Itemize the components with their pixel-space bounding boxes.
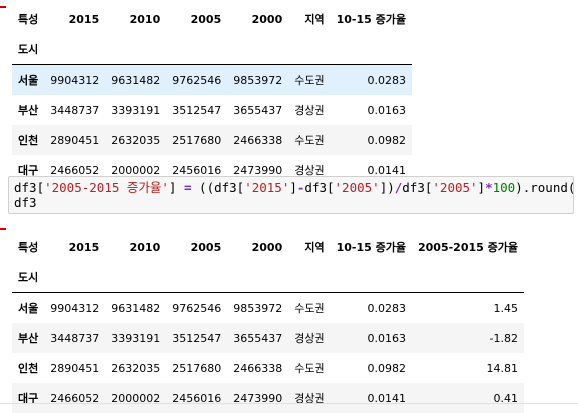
column-header: 10-15 증가율 [336,241,406,254]
cell: -1.82 [489,331,518,345]
cell: 0.0283 [367,301,407,315]
cell: 3448737 [50,331,100,345]
table-row[interactable]: 부산 3448737 3393191 3512547 3655437 경상권 0… [12,323,524,353]
output-marker [0,6,6,8]
output-marker [0,228,6,230]
cell: 수도권 [294,302,325,315]
table-row[interactable]: 대구 2466052 2000002 2456016 2473990 경상권 0… [12,155,412,185]
table-row[interactable]: 대구 2466052 2000002 2456016 2473990 경상권 0… [12,383,524,413]
cell: 2456016 [172,163,222,177]
index-name: 도시 [18,271,39,284]
code-line-1: df3['2005-2015 증가율'] = ((df3['2015']-df3… [14,180,574,195]
column-header: 지역 [304,13,325,26]
cell: 경상권 [294,392,325,405]
column-header: 특성 [18,241,39,254]
column-header: 2015 [68,12,100,26]
column-header: 2015 [68,240,100,254]
cell: 2000002 [111,163,161,177]
cell: 14.81 [486,361,519,375]
cell: 2632035 [111,361,161,375]
code-cell-input[interactable]: df3['2005-2015 증가율'] = ((df3['2015']-df3… [8,176,574,214]
column-header: 2005 [190,12,222,26]
cell: 3655437 [233,103,283,117]
table-row[interactable]: 인천 2890451 2632035 2517680 2466338 수도권 0… [12,125,412,155]
cell: 3393191 [111,331,161,345]
row-index: 인천 [18,134,39,147]
row-index: 대구 [18,164,39,177]
row-index: 부산 [18,104,39,117]
cell: 0.0982 [367,361,407,375]
cell: 2473990 [233,163,283,177]
cell: 2890451 [50,133,100,147]
table-row[interactable]: 부산 3448737 3393191 3512547 3655437 경상권 0… [12,95,412,125]
cell: 9853972 [233,73,283,87]
cell: 3512547 [172,103,222,117]
cell: 수도권 [294,362,325,375]
cell: 수도권 [294,134,325,147]
cell: 3393191 [111,103,161,117]
cell: 9631482 [111,301,161,315]
cell: 2466338 [233,361,283,375]
row-index: 서울 [18,74,39,87]
column-header: 2010 [129,12,161,26]
row-index: 서울 [18,302,39,315]
cell: 9762546 [172,301,222,315]
table-row[interactable]: 인천 2890451 2632035 2517680 2466338 수도권 0… [12,353,524,383]
column-header: 10-15 증가율 [336,13,406,26]
cell: 3448737 [50,103,100,117]
header-row: 특성 2015 2010 2005 2000 지역 10-15 증가율 2005… [12,232,524,262]
cell: 2466338 [233,133,283,147]
cell: 3655437 [233,331,283,345]
cell: 2632035 [111,133,161,147]
cell: 1.45 [493,301,519,315]
column-header: 2010 [129,240,161,254]
cell: 2466052 [50,391,100,405]
cell: 0.0141 [367,163,407,177]
cell: 9904312 [50,301,100,315]
cell: 0.0163 [367,103,407,117]
cell: 0.0141 [367,391,407,405]
header-row: 특성 2015 2010 2005 2000 지역 10-15 증가율 [12,4,412,34]
column-header: 2005-2015 증가율 [418,241,518,254]
row-index: 대구 [18,392,39,405]
column-header: 2005 [190,240,222,254]
index-name-row: 도시 [12,262,524,293]
cell: 2517680 [172,361,222,375]
cell: 경상권 [294,104,325,117]
cell: 2517680 [172,133,222,147]
cell: 9904312 [50,73,100,87]
cell: 2473990 [233,391,283,405]
column-header: 2000 [251,240,283,254]
column-header: 특성 [18,13,39,26]
cell: 0.0163 [367,331,407,345]
cell-separator [0,403,578,404]
dataframe-table-1: 특성 2015 2010 2005 2000 지역 10-15 증가율 도시 서… [12,4,412,185]
cell: 2000002 [111,391,161,405]
cell: 2466052 [50,163,100,177]
table-row[interactable]: 서울 9904312 9631482 9762546 9853972 수도권 0… [12,293,524,324]
cell: 경상권 [294,332,325,345]
column-header: 2000 [251,12,283,26]
cell: 0.0982 [367,133,407,147]
dataframe-table-2: 특성 2015 2010 2005 2000 지역 10-15 증가율 2005… [12,232,524,413]
cell: 3512547 [172,331,222,345]
cell: 9762546 [172,73,222,87]
cell: 9631482 [111,73,161,87]
row-index: 부산 [18,332,39,345]
cell: 0.41 [493,391,519,405]
cell: 경상권 [294,164,325,177]
cell: 0.0283 [367,73,407,87]
cell: 9853972 [233,301,283,315]
cell: 수도권 [294,74,325,87]
index-name: 도시 [18,43,39,56]
row-index: 인천 [18,362,39,375]
code-line-2: df3 [14,195,37,210]
column-header: 지역 [304,241,325,254]
index-name-row: 도시 [12,34,412,65]
table-row[interactable]: 서울 9904312 9631482 9762546 9853972 수도권 0… [12,64,412,95]
cell: 2456016 [172,391,222,405]
cell: 2890451 [50,361,100,375]
